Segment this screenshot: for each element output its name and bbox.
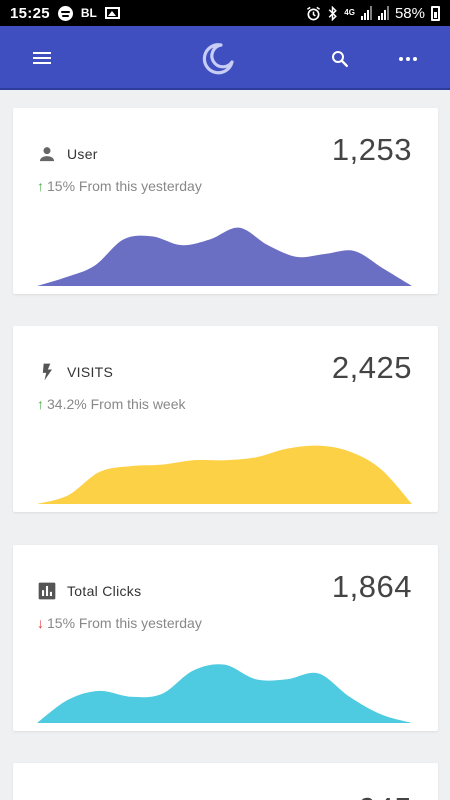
app-bar [0,26,450,90]
visits-area-chart [37,445,412,504]
card-header: VISITS [36,360,113,384]
card-title: VISITS [67,364,114,380]
battery-percent: 58% [394,4,425,22]
signal-icon-2 [377,6,389,20]
bluetooth-icon [327,5,338,21]
card-value: 945 [359,791,412,800]
spotify-icon [57,5,73,21]
clicks-card[interactable]: Total Clicks 1,864 ↓ 15% From this yeste… [13,545,438,731]
signal-icon [360,6,372,20]
clicks-area-series [37,664,412,723]
user-card[interactable]: User 1,253 ↑ 15% From this yesterday [13,108,438,294]
app-logo [199,40,237,76]
card-title: Total Clicks [67,583,142,599]
card-value: 1,253 [331,132,412,167]
carrier-label: BL [80,6,97,20]
user-area-chart [37,227,412,286]
bolt-icon [36,361,58,383]
visits-area-series [37,445,412,504]
status-time: 15:25 [10,4,50,22]
change-text: 15% From this yesterday [47,178,202,194]
battery-icon [431,5,440,21]
search-icon[interactable] [328,47,352,71]
network-type: 4G [344,8,355,17]
more-icon[interactable] [395,47,421,71]
trend-up-icon: ↑ [37,396,44,412]
change-text: 34.2% From this week [47,396,186,412]
person-icon [36,143,58,165]
card-value: 2,425 [331,350,412,385]
card-change: ↑ 15% From this yesterday [37,178,202,194]
fourth-card[interactable]: 945 [13,763,438,800]
bar-chart-icon [36,580,58,602]
card-change: ↑ 34.2% From this week [37,396,186,412]
change-text: 15% From this yesterday [47,615,202,631]
clicks-area-chart [37,664,412,723]
user-area-series [37,227,412,286]
status-bar: 15:25 BL 4G 58% [0,0,450,26]
card-title: User [67,146,98,162]
alarm-icon [306,6,321,21]
card-value: 1,864 [331,569,412,604]
trend-up-icon: ↑ [37,178,44,194]
trend-down-icon: ↓ [37,615,44,631]
visits-card[interactable]: VISITS 2,425 ↑ 34.2% From this week [13,326,438,512]
card-change: ↓ 15% From this yesterday [37,615,202,631]
menu-icon[interactable] [30,48,56,68]
card-header: User [36,142,98,166]
card-header: Total Clicks [36,579,141,603]
image-icon [104,7,120,19]
